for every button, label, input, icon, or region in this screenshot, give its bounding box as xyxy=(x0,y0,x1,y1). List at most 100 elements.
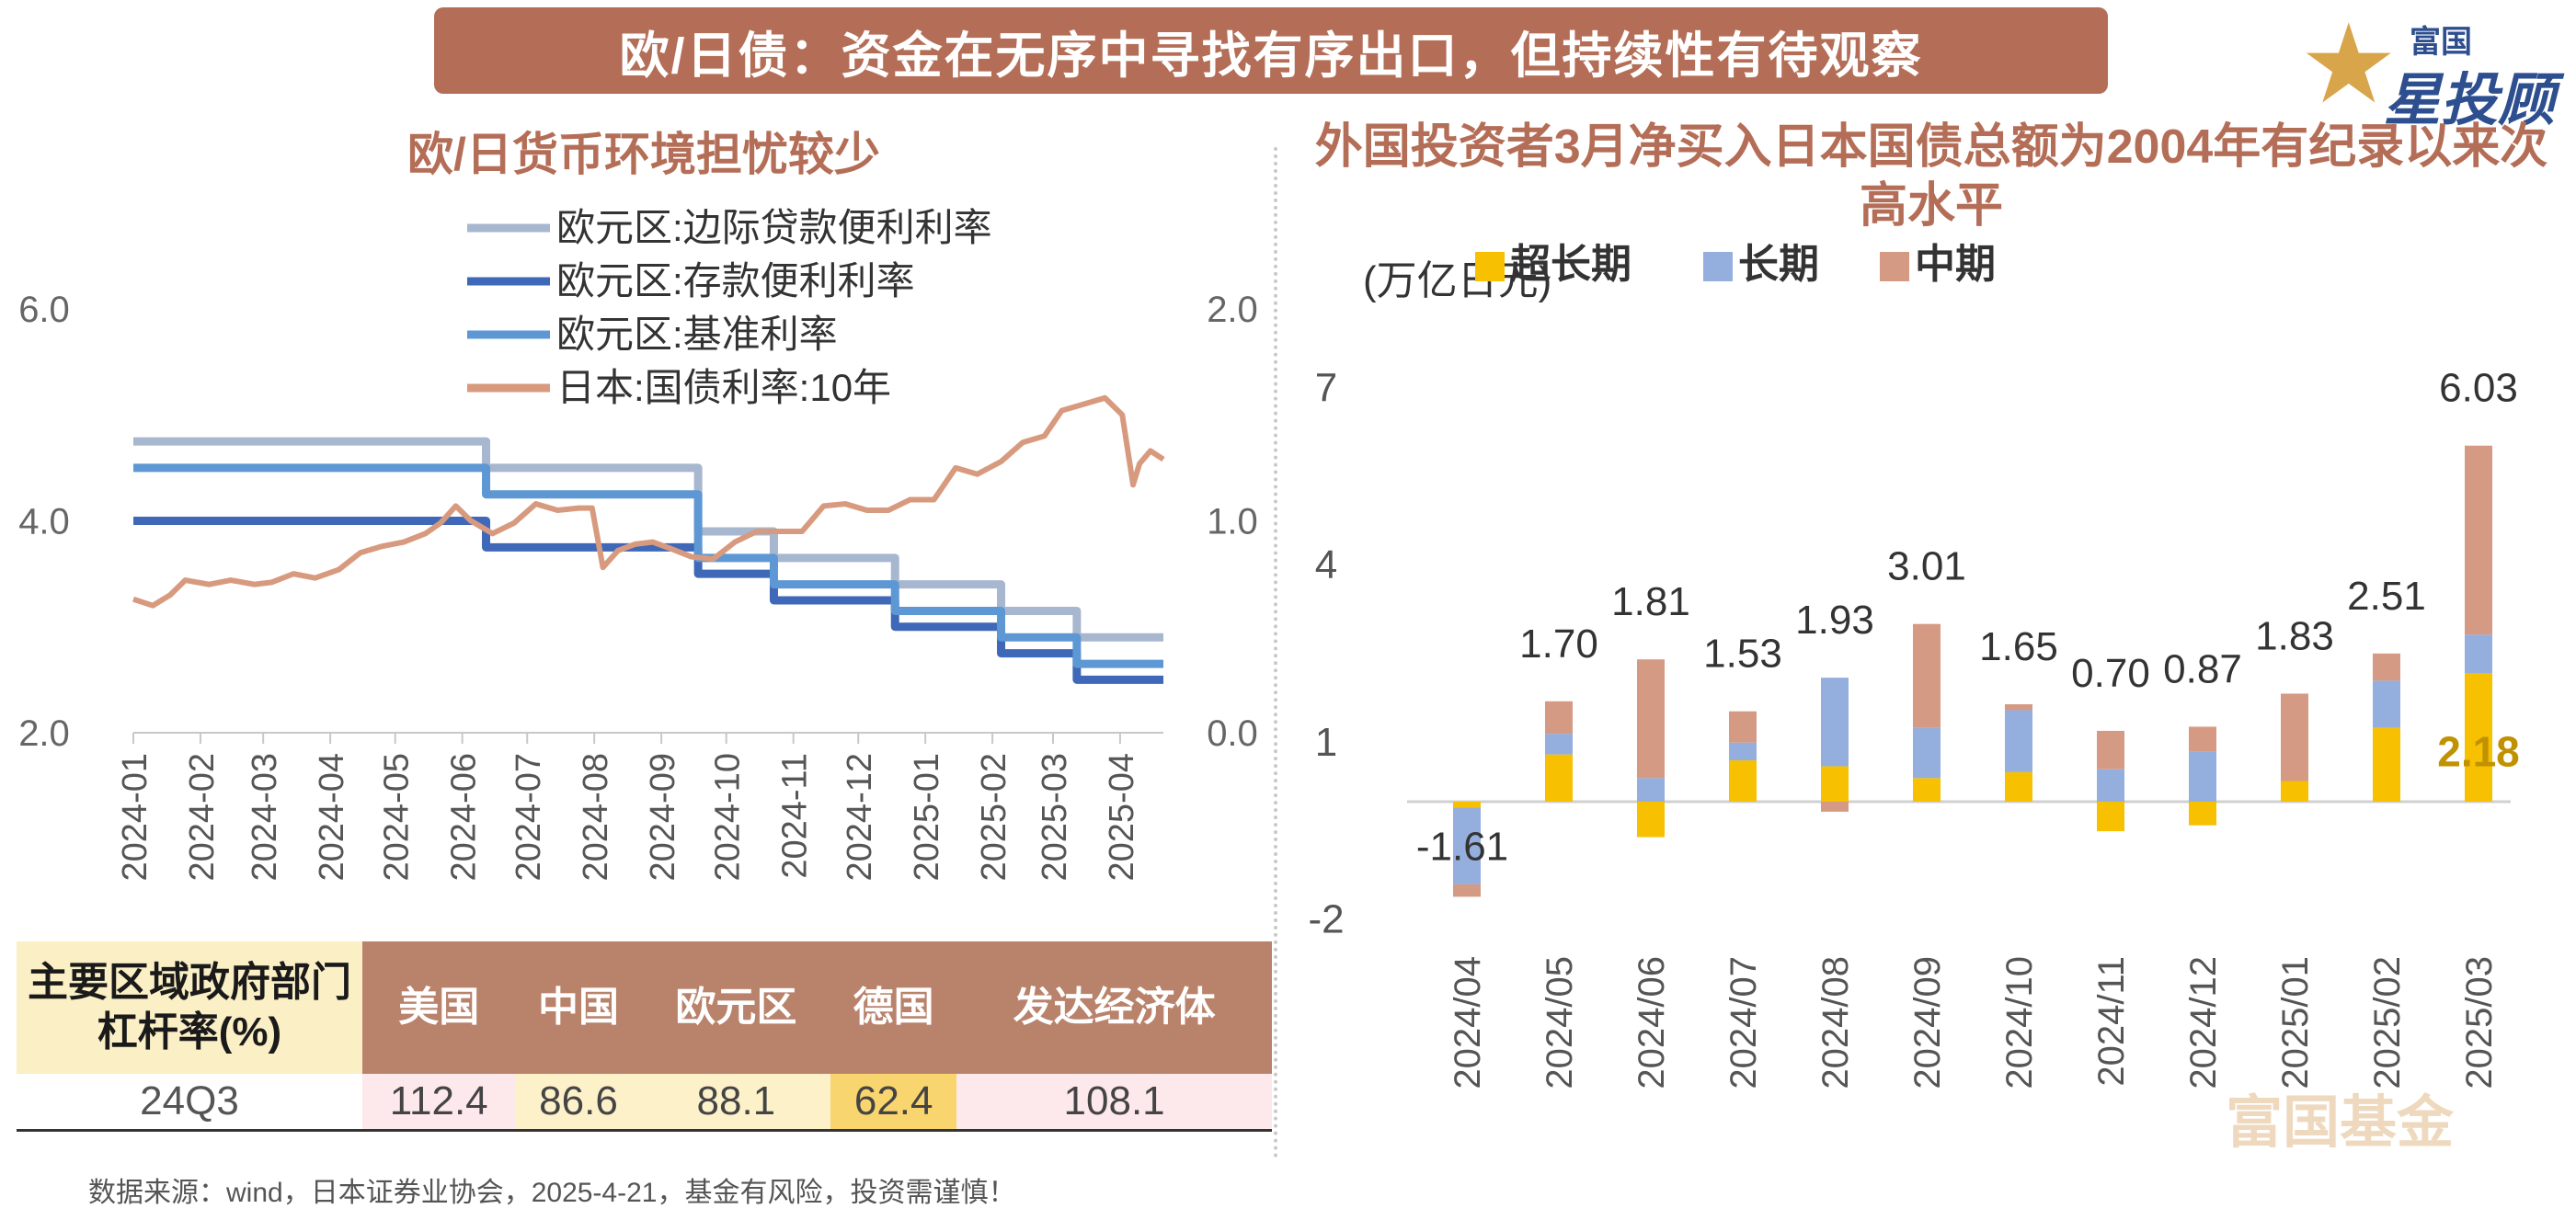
legend-label: 超长期 xyxy=(1510,242,1631,287)
legend-label: 欧元区:基准利率 xyxy=(556,313,838,356)
brand-logo: ★ 富国 星投顾 xyxy=(2299,3,2566,132)
bar-segment xyxy=(1637,778,1665,802)
x-tick-label: 2025/01 xyxy=(2275,956,2316,1089)
bar-total-label: -1.61 xyxy=(1416,824,1508,869)
bar-segment xyxy=(1453,807,1481,884)
right-bar-chart: (万亿日元) -2 1 4 7 -1.61 2024/04 1.70 2024/05 1.81 2… xyxy=(1308,242,2520,1089)
x-tick-label: 2024/09 xyxy=(1907,956,1948,1089)
bar-total-label: 3.01 xyxy=(1887,544,1966,589)
y-tick-label: -2 xyxy=(1308,896,1344,941)
star-icon: ★ xyxy=(2299,3,2399,126)
bar-segment xyxy=(1821,802,1849,812)
bar-segment xyxy=(2373,680,2400,728)
x-tick-label: 2024-12 xyxy=(841,753,879,881)
legend-label: 中期 xyxy=(1915,242,1996,287)
bar-segment xyxy=(2097,769,2124,802)
x-tick-label: 2024-03 xyxy=(246,753,284,881)
y-tick-label: 7 xyxy=(1315,365,1337,410)
y-right-tick-label: 1.0 xyxy=(1207,502,1258,542)
logo-line2: 星投顾 xyxy=(2384,69,2556,132)
legend-label: 欧元区:边际贷款便利利率 xyxy=(556,206,992,249)
y-left-tick-label: 6.0 xyxy=(18,290,70,330)
table-col-header: 发达经济体 xyxy=(956,941,1272,1074)
x-tick-label: 2024/11 xyxy=(2091,956,2132,1087)
legend-label: 长期 xyxy=(1738,242,1819,287)
table-col-header: 欧元区 xyxy=(641,941,831,1074)
table-row: 24Q3 112.4 86.6 88.1 62.4 108.1 xyxy=(17,1074,1272,1132)
legend-swatch xyxy=(1703,252,1733,281)
bar-segment xyxy=(1545,701,1573,735)
bar-segment xyxy=(1913,623,1941,728)
table-cell: 112.4 xyxy=(362,1074,516,1132)
x-tick-label: 2024-11 xyxy=(776,753,815,879)
bar-segment xyxy=(2189,726,2216,752)
bar-total-label: 1.65 xyxy=(1979,624,2058,669)
bar-segment xyxy=(1453,802,1481,808)
x-tick-label: 2024-07 xyxy=(509,753,548,881)
y-tick-label: 1 xyxy=(1315,720,1337,765)
annotation-label: 2.18 xyxy=(2437,727,2520,775)
y-right-tick-label: 0.0 xyxy=(1207,713,1258,754)
x-tick-label: 2024-01 xyxy=(116,753,155,881)
series-line xyxy=(133,463,1163,668)
bar-total-label: 1.70 xyxy=(1519,621,1598,667)
bar-total-label: 1.81 xyxy=(1611,579,1690,624)
table-header-label: 主要区域政府部门杠杆率(%) xyxy=(17,941,362,1074)
bar-segment xyxy=(2005,710,2032,772)
bar-total-label: 6.03 xyxy=(2439,366,2518,411)
y-left-tick-label: 2.0 xyxy=(18,713,70,754)
bar-segment xyxy=(2281,781,2308,802)
bar-total-label: 0.70 xyxy=(2071,651,2150,696)
x-tick-label: 2024-02 xyxy=(183,753,222,881)
legend-swatch xyxy=(1880,252,1909,281)
bar-segment xyxy=(2097,730,2124,770)
x-tick-label: 2025-02 xyxy=(975,753,1013,881)
bar-total-label: 0.87 xyxy=(2163,646,2242,691)
x-tick-label: 2024-09 xyxy=(644,753,682,881)
watermark: 富国基金 xyxy=(2226,1091,2455,1155)
series-line xyxy=(133,437,1163,642)
bar-segment xyxy=(2465,634,2492,673)
right-chart-title: 外国投资者3月净买入日本国债总额为2004年有纪录以来次高水平 xyxy=(1314,120,2548,233)
bar-segment xyxy=(2465,445,2492,635)
x-tick-label: 2024/12 xyxy=(2183,956,2224,1089)
bar-segment xyxy=(2005,771,2032,802)
x-tick-label: 2025-01 xyxy=(908,753,946,881)
x-tick-label: 2025-04 xyxy=(1103,753,1141,881)
series-line xyxy=(132,394,1165,609)
x-tick-label: 2024-06 xyxy=(445,753,484,881)
left-chart-title: 欧/日货币环境担忧较少 xyxy=(407,129,880,180)
table-col-header: 中国 xyxy=(515,941,642,1074)
series-line xyxy=(133,517,1163,684)
bar-total-label: 1.53 xyxy=(1703,632,1782,677)
bar-segment xyxy=(1821,766,1849,802)
y-tick-label: 4 xyxy=(1315,542,1337,587)
source-footnote: 数据来源：wind，日本证券业协会，2025-4-21，基金有风险，投资需谨慎！ xyxy=(88,1178,1016,1208)
table-cell: 62.4 xyxy=(830,1074,957,1132)
bar-segment xyxy=(1821,678,1849,767)
bar-total-label: 2.51 xyxy=(2347,574,2426,619)
bar-segment xyxy=(1913,727,1941,779)
bar-segment xyxy=(1637,802,1665,838)
legend-swatch xyxy=(1475,252,1505,281)
bar-segment xyxy=(2373,653,2400,681)
table-col-header: 德国 xyxy=(830,941,957,1074)
logo-line1: 富国 xyxy=(2410,25,2472,60)
x-tick-label: 2025/03 xyxy=(2459,956,2500,1089)
x-tick-label: 2024-10 xyxy=(709,753,748,881)
x-tick-label: 2024/07 xyxy=(1723,956,1764,1089)
bar-segment xyxy=(2373,727,2400,802)
x-tick-label: 2025/02 xyxy=(2367,956,2408,1089)
main-title: 欧/日债：资金在无序中寻找有序出口，但持续性有待观察 xyxy=(434,7,2108,94)
bar-segment xyxy=(1545,754,1573,802)
x-tick-label: 2024/08 xyxy=(1815,956,1856,1089)
legend-label: 欧元区:存款便利利率 xyxy=(556,259,915,302)
table-cell: 108.1 xyxy=(956,1074,1272,1132)
x-tick-label: 2024/10 xyxy=(1999,956,2040,1089)
x-tick-label: 2024-08 xyxy=(577,753,615,881)
bar-total-label: 1.83 xyxy=(2255,613,2334,658)
x-tick-label: 2024-05 xyxy=(378,753,417,881)
x-tick-label: 2025-03 xyxy=(1036,753,1074,881)
bar-segment xyxy=(2005,704,2032,711)
x-tick-label: 2024/04 xyxy=(1448,956,1488,1089)
